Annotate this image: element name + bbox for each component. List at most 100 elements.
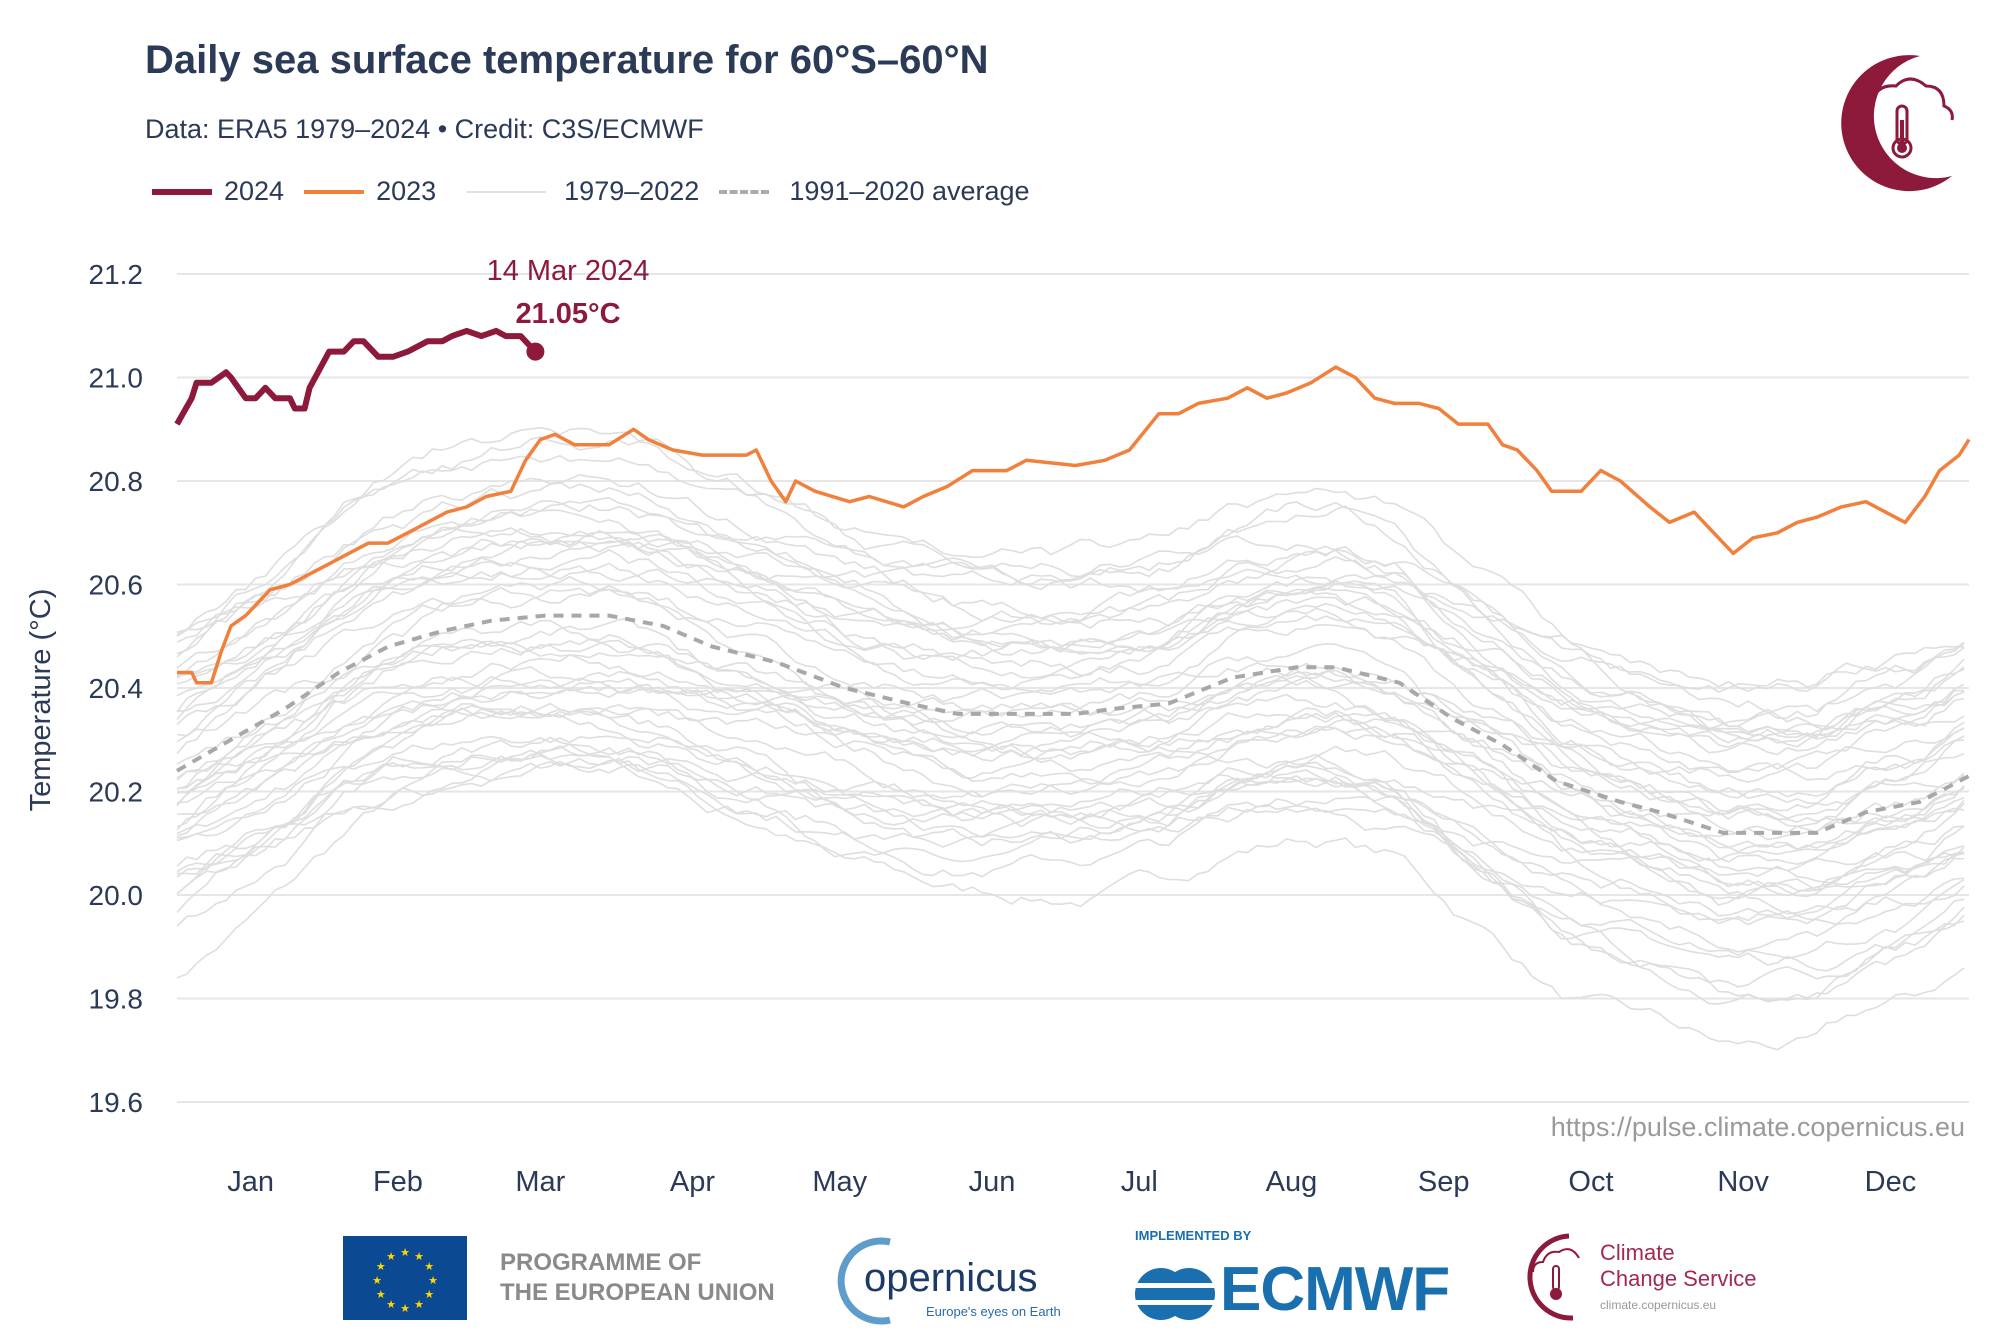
series-line-2006 — [176, 540, 1965, 774]
copernicus-tagline: Europe's eyes on Earth — [926, 1304, 1061, 1319]
series-line-2007 — [176, 527, 1965, 820]
copernicus-logo: opernicus Europe's eyes on Earth — [830, 1236, 1070, 1326]
y-tick-label: 20.4 — [89, 673, 144, 704]
series-line-2000 — [176, 665, 1965, 824]
series-line-2005 — [176, 641, 1965, 833]
y-tick-label: 19.6 — [89, 1087, 144, 1118]
x-tick-label: Aug — [1266, 1166, 1318, 1198]
svg-text:★: ★ — [386, 1299, 396, 1311]
series-line-2013 — [176, 562, 1965, 754]
x-tick-label: Jul — [1121, 1166, 1158, 1198]
series-line-1983 — [176, 754, 1965, 972]
series-line-2024 — [174, 327, 538, 426]
x-tick-label: Apr — [670, 1166, 715, 1198]
series-line-2023 — [177, 365, 1971, 685]
legend: 2024 2023 1979–2022 1991–2020 average — [152, 176, 1050, 207]
eu-programme-text: PROGRAMME OF THE EUROPEAN UNION — [500, 1248, 775, 1308]
series-line-2002 — [176, 575, 1965, 900]
eu-line1: PROGRAMME OF — [500, 1249, 702, 1276]
legend-swatch — [719, 189, 770, 194]
ecmwf-wordmark: ECMWF — [1220, 1255, 1450, 1324]
y-tick-label: 20.6 — [89, 570, 144, 601]
c3s-line2: Change Service — [1600, 1266, 1757, 1291]
series-line-2015 — [176, 540, 1965, 748]
svg-text:★: ★ — [400, 1303, 410, 1315]
series-line-2016 — [176, 530, 1965, 693]
series-line-2014 — [176, 509, 1965, 735]
y-tick-label: 21.2 — [89, 259, 144, 290]
copernicus-wordmark: opernicus — [864, 1256, 1038, 1300]
c3s-logo-icon — [1841, 55, 1954, 192]
x-tick-label: Dec — [1865, 1166, 1917, 1198]
copernicus-arc-icon — [837, 1237, 891, 1325]
x-tick-label: Jan — [227, 1166, 274, 1198]
chart-title: Daily sea surface temperature for 60°S–6… — [145, 38, 989, 82]
series-line-1990 — [176, 755, 1965, 926]
eu-line2: THE EUROPEAN UNION — [500, 1279, 775, 1306]
series-line-2009 — [176, 619, 1965, 783]
svg-text:★: ★ — [424, 1261, 434, 1273]
x-tick-label: Feb — [373, 1166, 423, 1198]
x-tick-label: Sep — [1418, 1166, 1470, 1198]
legend-swatch — [466, 190, 547, 193]
legend-swatch — [152, 188, 212, 195]
series-line-2010 — [176, 549, 1965, 835]
legend-label: 2024 — [224, 176, 285, 206]
x-tick-label: Oct — [1568, 1166, 1613, 1198]
series-line-average — [176, 613, 1970, 835]
svg-text:★: ★ — [414, 1251, 424, 1263]
y-tick-label: 20.2 — [89, 777, 144, 808]
y-tick-label: 20.0 — [89, 880, 144, 911]
x-tick-label: Jun — [969, 1166, 1016, 1198]
series-line-1996 — [176, 703, 1965, 886]
series-line-2012 — [176, 565, 1965, 731]
partner-logos: ★ ★ ★ ★ ★ ★ ★ ★ ★ ★ ★ ★ PROGRAMME OF THE EUROPEAN U… — [340, 1228, 1800, 1326]
eu-flag-icon: ★★★★★★★★★ ★ ★★ — [343, 1236, 467, 1320]
series-line-1980 — [176, 743, 1965, 1003]
source-url[interactable]: https://pulse.climate.copernicus.eu — [1550, 1112, 1965, 1142]
series-line-2017 — [176, 454, 1965, 720]
series-line-2018 — [176, 496, 1965, 736]
series-line-1991 — [176, 653, 1965, 841]
c3s-url: climate.copernicus.eu — [1600, 1298, 1717, 1312]
series-line-2004 — [176, 586, 1965, 781]
latest-point-marker[interactable] — [526, 342, 545, 361]
annotation-value: 21.05°C — [515, 298, 620, 330]
series-line-1979 — [176, 745, 1965, 1051]
legend-item-2024[interactable]: 2024 — [152, 176, 284, 207]
c3s-small-logo-icon — [1527, 1233, 1580, 1321]
y-tick-label: 19.8 — [89, 984, 144, 1015]
series-line-1998 — [176, 680, 1965, 853]
y-tick-label: 20.8 — [89, 466, 144, 497]
svg-text:★: ★ — [414, 1299, 424, 1311]
series-line-1999 — [176, 679, 1965, 897]
legend-item-2023[interactable]: 2023 — [304, 176, 436, 207]
y-axis-label: Temperature (°C) — [25, 589, 57, 812]
svg-text:★: ★ — [376, 1261, 386, 1273]
legend-label: 2023 — [376, 176, 437, 206]
c3s-line1: Climate — [1600, 1240, 1675, 1265]
series-line-1994 — [176, 633, 1965, 906]
svg-text:★: ★ — [386, 1251, 396, 1263]
legend-label: 1991–2020 average — [789, 176, 1030, 206]
legend-label: 1979–2022 — [564, 176, 700, 206]
series-line-1986 — [176, 736, 1965, 960]
ecmwf-waves-icon — [1135, 1268, 1215, 1320]
ecmwf-implemented-by: IMPLEMENTED BY — [1135, 1228, 1252, 1243]
series-line-2003 — [176, 537, 1965, 799]
series-line-1982 — [176, 702, 1965, 1005]
series-line-2022 — [176, 477, 1965, 728]
legend-item-average[interactable]: 1991–2020 average — [719, 176, 1030, 207]
c3s-text: Climate Change Service climate.copernicu… — [1600, 1240, 1757, 1318]
x-tick-label: Nov — [1717, 1166, 1769, 1198]
annotation-date: 14 Mar 2024 — [487, 255, 650, 287]
chart-subtitle: Data: ERA5 1979–2024 • Credit: C3S/ECMWF — [145, 114, 704, 144]
legend-swatch — [304, 189, 365, 194]
series-line-2021 — [176, 474, 1965, 693]
legend-item-1979-2022[interactable]: 1979–2022 — [456, 176, 699, 207]
series-line-1992 — [176, 707, 1965, 920]
series-line-1989 — [176, 705, 1965, 988]
svg-text:★: ★ — [400, 1247, 410, 1259]
svg-text:★: ★ — [424, 1289, 434, 1301]
